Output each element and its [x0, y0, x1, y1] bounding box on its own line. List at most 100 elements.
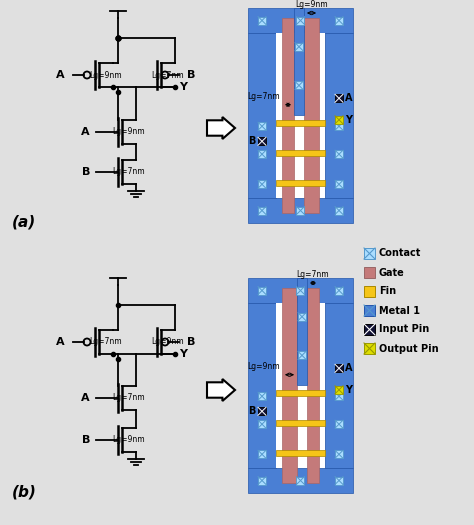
Text: B: B — [82, 167, 90, 177]
Text: Lg=9nm: Lg=9nm — [295, 0, 328, 9]
Text: Fin: Fin — [379, 287, 396, 297]
Text: Lg=7nm: Lg=7nm — [90, 338, 122, 346]
Text: Output Pin: Output Pin — [379, 343, 438, 353]
Bar — [258, 180, 266, 188]
Bar — [335, 94, 343, 102]
Text: Input Pin: Input Pin — [379, 324, 429, 334]
Bar — [297, 287, 304, 295]
Bar — [364, 248, 375, 259]
Text: Lg=9nm: Lg=9nm — [152, 338, 184, 346]
Text: A: A — [82, 127, 90, 137]
Bar — [276, 180, 325, 186]
Text: Y: Y — [179, 349, 187, 359]
Text: Lg=7nm: Lg=7nm — [113, 394, 146, 403]
Bar — [258, 420, 266, 428]
Bar — [335, 206, 343, 215]
Text: B: B — [249, 136, 256, 146]
Bar — [307, 288, 319, 483]
Bar — [276, 450, 325, 456]
Bar — [258, 16, 266, 25]
Bar — [248, 33, 276, 198]
Bar — [276, 390, 325, 396]
Bar — [276, 420, 325, 426]
Bar — [282, 288, 297, 483]
Text: A: A — [345, 363, 353, 373]
Text: A: A — [56, 337, 65, 347]
Bar — [248, 198, 353, 223]
Text: B: B — [82, 435, 90, 445]
Bar — [325, 303, 353, 468]
Bar — [335, 477, 343, 485]
Bar — [258, 477, 266, 485]
Bar — [364, 305, 375, 316]
Text: Gate: Gate — [379, 268, 405, 278]
Bar — [364, 286, 375, 297]
Text: Y: Y — [345, 385, 352, 395]
Bar — [258, 150, 266, 158]
Bar — [248, 278, 353, 303]
Bar — [364, 324, 375, 335]
Bar — [304, 18, 319, 213]
Bar — [335, 122, 343, 130]
Bar — [298, 313, 306, 321]
Bar — [258, 407, 266, 415]
Text: B: B — [187, 337, 195, 347]
Bar — [297, 477, 304, 485]
Text: (b): (b) — [12, 485, 37, 499]
Bar — [297, 278, 307, 385]
Bar — [276, 303, 325, 468]
Text: A: A — [82, 393, 90, 403]
Text: Lg=7nm: Lg=7nm — [152, 70, 184, 79]
Bar — [295, 81, 303, 89]
Bar — [294, 8, 304, 115]
Text: Metal 1: Metal 1 — [379, 306, 420, 316]
Bar — [295, 43, 303, 51]
Bar — [276, 150, 325, 156]
Bar — [364, 343, 375, 354]
Bar — [258, 122, 266, 130]
Text: B: B — [249, 406, 256, 416]
Bar — [335, 420, 343, 428]
Text: B: B — [187, 70, 195, 80]
Bar — [335, 180, 343, 188]
Text: Contact: Contact — [379, 248, 421, 258]
Bar — [297, 16, 304, 25]
Bar — [248, 303, 276, 468]
Text: Lg=9nm: Lg=9nm — [113, 436, 146, 445]
Bar — [298, 351, 306, 360]
Polygon shape — [207, 117, 235, 139]
Bar — [258, 206, 266, 215]
Text: Lg=9nm: Lg=9nm — [113, 128, 146, 136]
Text: Lg=9nm: Lg=9nm — [90, 70, 122, 79]
Bar — [258, 450, 266, 458]
Text: Lg=9nm: Lg=9nm — [247, 362, 280, 371]
Bar — [276, 120, 325, 126]
Bar — [297, 206, 304, 215]
Bar — [335, 16, 343, 25]
Bar — [258, 138, 266, 145]
Text: Y: Y — [345, 115, 352, 125]
Bar — [248, 468, 353, 493]
Bar — [335, 150, 343, 158]
Polygon shape — [207, 379, 235, 401]
Bar — [335, 392, 343, 400]
Bar — [248, 8, 353, 33]
Bar — [276, 33, 325, 198]
Text: Y: Y — [179, 82, 187, 92]
Bar — [335, 116, 343, 124]
Bar — [335, 450, 343, 458]
Text: Lg=7nm: Lg=7nm — [297, 270, 329, 279]
Bar — [335, 364, 343, 372]
Bar — [282, 18, 294, 213]
Bar — [335, 287, 343, 295]
Text: Lg=7nm: Lg=7nm — [247, 92, 280, 101]
Bar — [364, 267, 375, 278]
Text: A: A — [345, 93, 353, 103]
Text: Lg=7nm: Lg=7nm — [113, 167, 146, 176]
Text: A: A — [56, 70, 65, 80]
Bar — [335, 386, 343, 394]
Bar — [325, 33, 353, 198]
Bar — [258, 287, 266, 295]
Bar — [258, 392, 266, 400]
Text: (a): (a) — [12, 215, 36, 229]
